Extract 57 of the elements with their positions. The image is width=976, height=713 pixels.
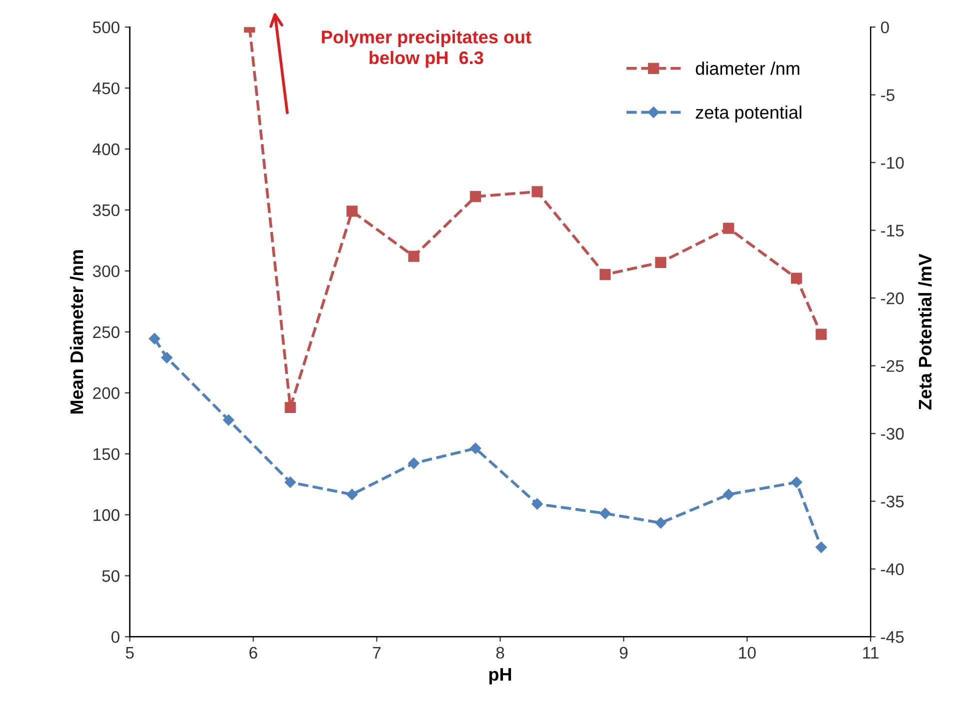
y-tick-label: 50: [102, 570, 120, 582]
x-tick-label: 9: [620, 646, 628, 659]
y-tick-label: 300: [92, 265, 120, 278]
point: [816, 542, 827, 553]
y2-tick-label: -45: [881, 631, 904, 643]
point: [532, 498, 543, 510]
y-tick-label: 0: [111, 631, 120, 643]
x-tick-label: 7: [372, 647, 381, 659]
y-tick-label: 450: [92, 82, 120, 94]
point: [723, 488, 734, 500]
x-axis-title: pH: [489, 668, 512, 684]
point: [148, 333, 160, 344]
x-tick-label: 10: [739, 646, 756, 659]
y2-tick-label: -20: [881, 292, 904, 304]
point: [655, 256, 666, 268]
point: [470, 442, 482, 454]
point: [346, 206, 358, 217]
point: [222, 414, 234, 426]
y-tick-label: 250: [93, 326, 120, 338]
x-tick-label: 6: [249, 646, 258, 659]
point: [408, 250, 420, 262]
y2-tick-label: -30: [881, 428, 904, 440]
y2-tick-label: -10: [881, 156, 904, 169]
annotation: Polymer precipitates out below pH 6.3: [322, 30, 532, 68]
point: [790, 476, 802, 488]
point: [816, 328, 827, 340]
point: [346, 488, 358, 500]
x-tick-label: 5: [126, 647, 134, 659]
point: [161, 352, 172, 364]
point: [723, 222, 734, 234]
y2-tick-label: -35: [881, 496, 904, 508]
point: [408, 458, 420, 469]
point: [655, 517, 666, 529]
y2-tick-label: -15: [881, 224, 904, 236]
y-tick-label: 350: [92, 204, 120, 216]
y2-tick-label: 0: [880, 21, 889, 34]
y2-tick-label: -5: [881, 89, 894, 102]
y-tick-label: 150: [94, 448, 120, 460]
x-tick-label: 8: [496, 646, 504, 659]
legend-label: diameter /nm: [696, 62, 800, 75]
point: [470, 191, 482, 202]
y2-tick-label: -40: [881, 563, 904, 576]
x-tick-label: 11: [863, 647, 878, 659]
point: [284, 476, 296, 488]
point: [284, 402, 296, 414]
point: [790, 272, 802, 284]
y-tick-label: 400: [92, 143, 120, 156]
legend-label: zeta potential: [696, 106, 802, 122]
y-tick-label: 500: [92, 21, 120, 34]
y2-axis-title: Zeta Potential /mV: [918, 254, 932, 410]
point: [532, 186, 543, 198]
y-axis-title: Mean Diameter /nm: [70, 250, 84, 414]
y2-tick-label: -25: [881, 360, 904, 372]
point: [600, 269, 611, 280]
y-tick-label: 100: [94, 509, 120, 521]
y-tick-label: 200: [93, 387, 120, 400]
point: [600, 508, 611, 520]
